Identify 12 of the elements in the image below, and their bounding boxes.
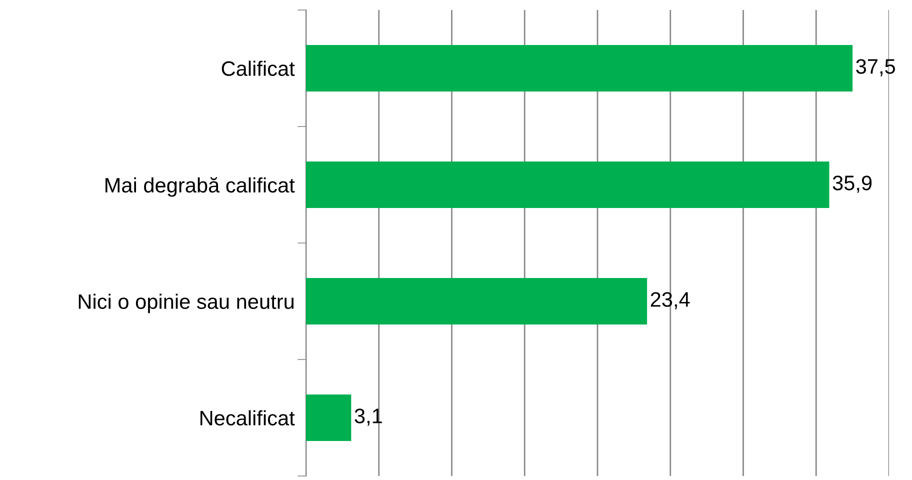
y-tick-label: Necalificat — [200, 410, 295, 426]
bar — [306, 278, 648, 325]
data-label: 23,4 — [650, 292, 690, 310]
data-label: 35,9 — [832, 176, 872, 193]
bar — [306, 394, 352, 442]
y-tick-label: Nici o opinie sau neutru — [78, 294, 294, 314]
y-tick-label: Mai degrabă calificat — [106, 177, 295, 197]
bar — [306, 44, 853, 92]
data-label: 3,1 — [354, 408, 382, 426]
bar — [306, 161, 830, 208]
y-tick-label: Calificat — [222, 60, 295, 76]
data-label: 37,5 — [856, 59, 896, 76]
